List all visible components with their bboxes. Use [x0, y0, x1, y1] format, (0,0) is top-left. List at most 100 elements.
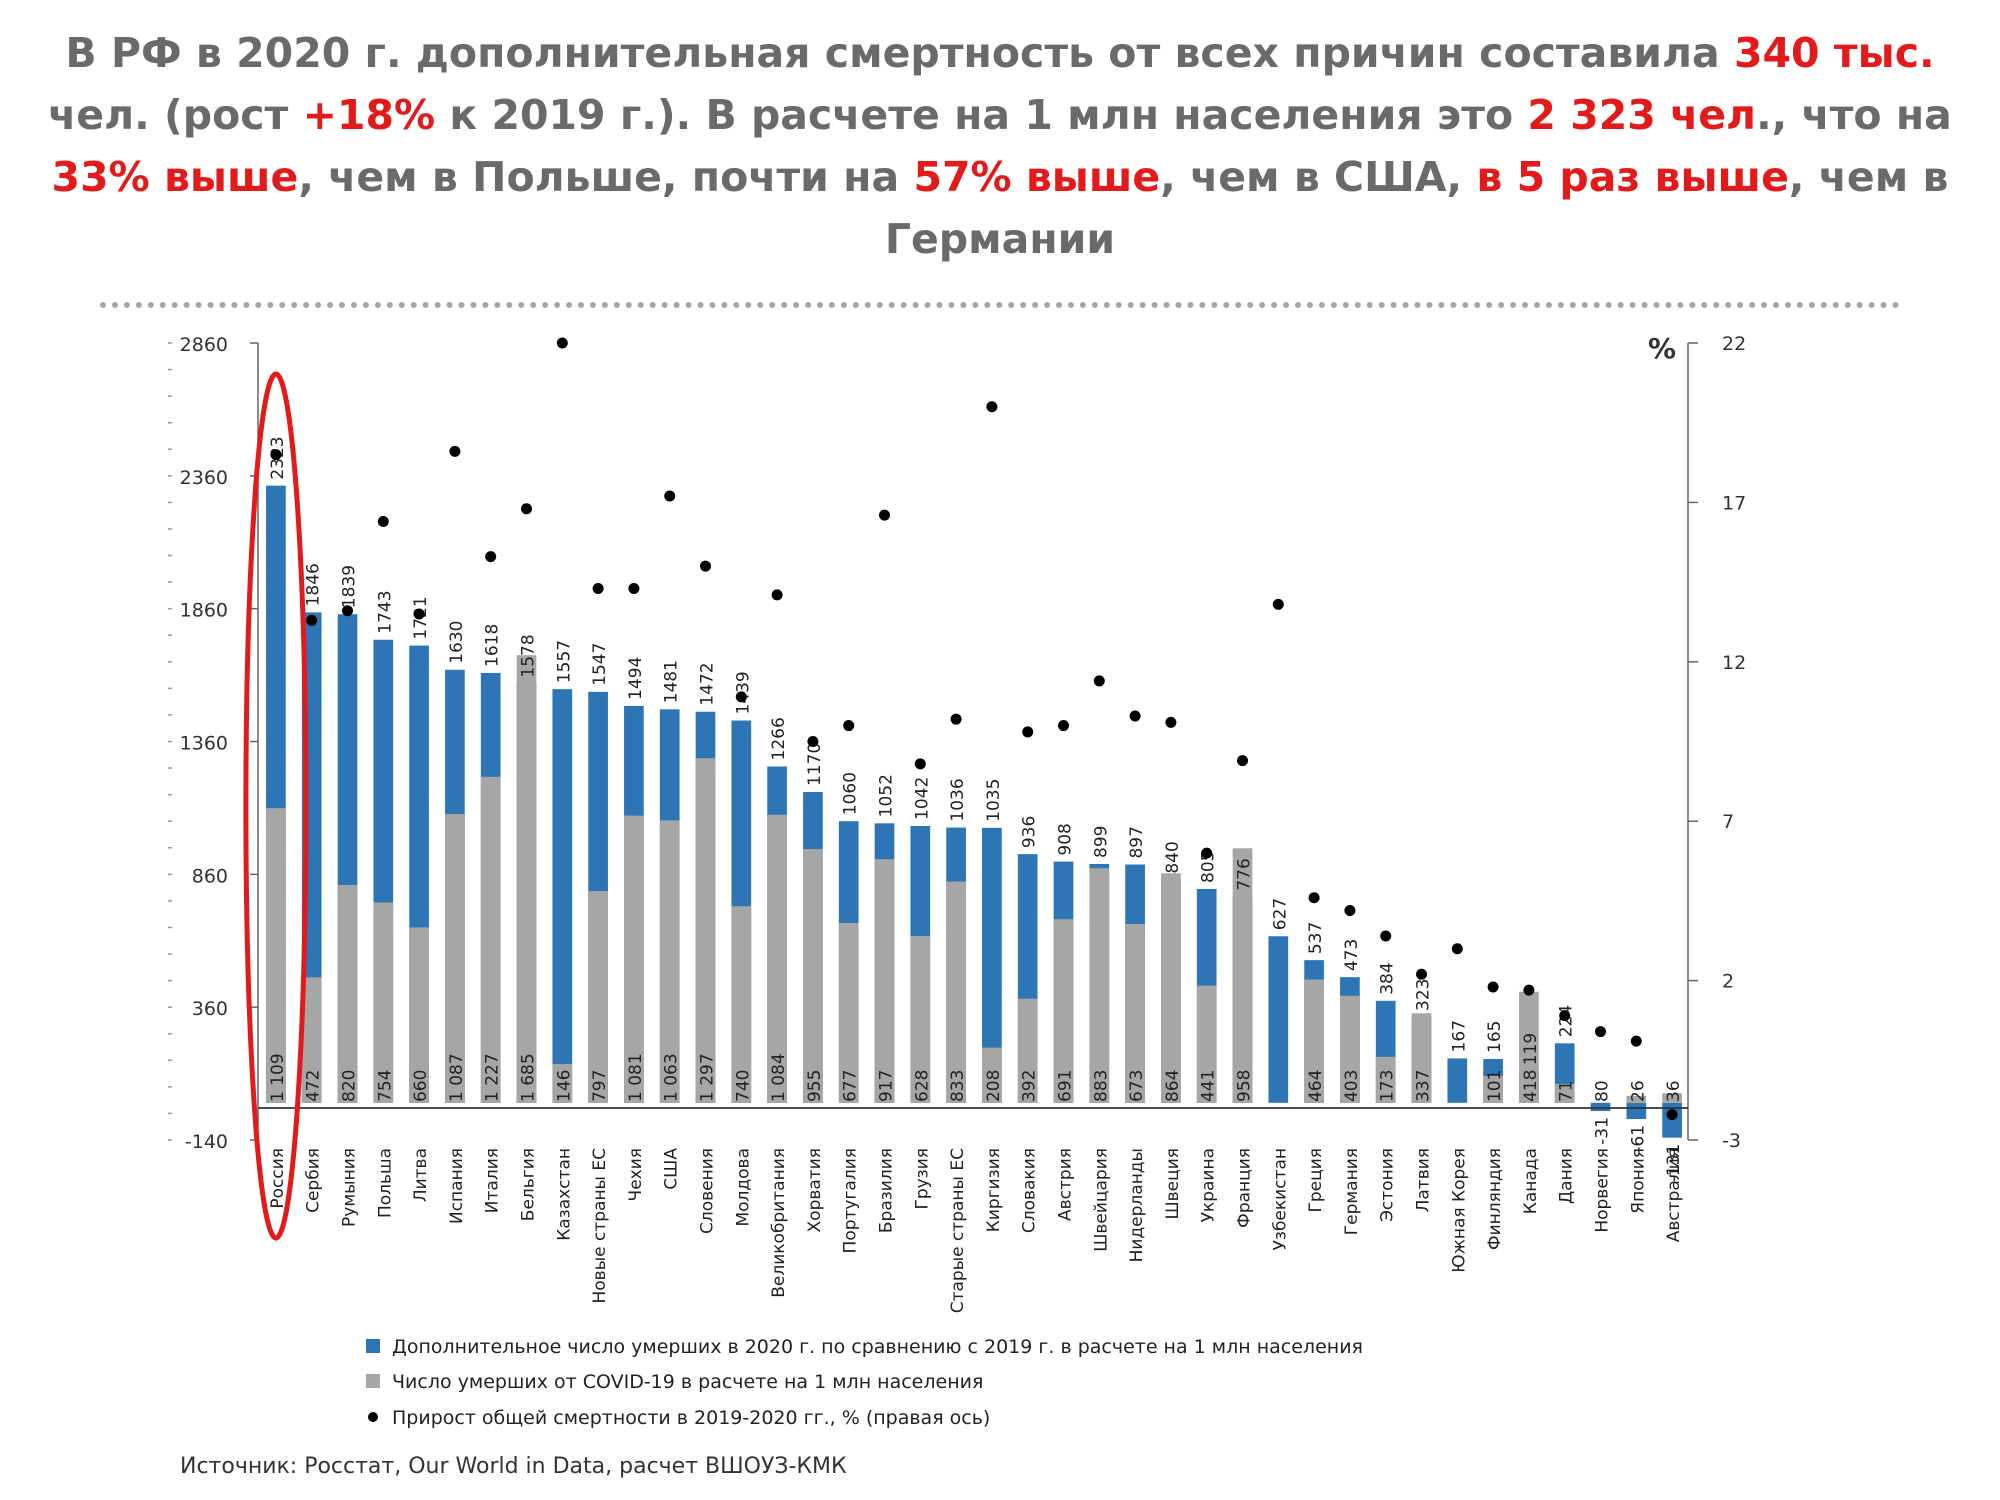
- category-label: Украина: [1199, 1148, 1219, 1222]
- growth-dot: [843, 720, 855, 732]
- covid-value-label: 1 685: [519, 1053, 539, 1102]
- right-axis-tick-label: 12: [1722, 652, 1746, 674]
- covid-value-label: 660: [411, 1070, 431, 1102]
- growth-dot: [306, 614, 318, 626]
- category-label: Греция: [1306, 1148, 1326, 1212]
- growth-dot: [879, 509, 890, 521]
- covid-value-label: 740: [733, 1070, 753, 1102]
- covid-bar: [1161, 873, 1181, 1103]
- right-axis-unit-label: %: [1648, 332, 1676, 365]
- left-axis-tick-label: 2860: [180, 334, 228, 356]
- excess-value-label: 1846: [304, 563, 324, 606]
- excess-value-label: 1618: [483, 624, 503, 667]
- category-label: Новые страны ЕС: [590, 1148, 610, 1304]
- growth-dot: [1595, 1026, 1606, 1038]
- headline-highlight: 57% выше: [913, 153, 1161, 201]
- growth-dot: [914, 758, 926, 770]
- category-label: Австралия: [1664, 1148, 1684, 1242]
- legend-swatch-excess: [366, 1339, 380, 1353]
- right-axis-tick-label: 7: [1722, 811, 1734, 833]
- growth-dot: [342, 605, 353, 617]
- excess-value-label: 1494: [626, 657, 646, 700]
- headline-highlight: 2 323 чел: [1527, 91, 1757, 139]
- left-axis-tick-label: 1860: [180, 600, 228, 622]
- right-axis-tick-label: -3: [1722, 1130, 1741, 1152]
- covid-value-label: 917: [877, 1070, 897, 1102]
- covid-bar: [803, 849, 823, 1103]
- covid-bar: [1662, 1093, 1682, 1103]
- growth-dot: [1344, 904, 1356, 916]
- excess-value-label: 167: [1449, 1020, 1469, 1052]
- covid-value-label: 80: [1593, 1080, 1613, 1102]
- excess-bar: [1662, 1102, 1682, 1138]
- growth-dot: [628, 582, 640, 594]
- covid-bar: [301, 977, 322, 1103]
- headline-highlight: 340 тыс.: [1734, 29, 1935, 77]
- category-label: Швейцария: [1091, 1148, 1111, 1252]
- excess-value-label: 1052: [877, 774, 897, 817]
- category-label: Грузия: [912, 1148, 932, 1210]
- covid-bar: [1626, 1095, 1647, 1103]
- category-label: Канада: [1521, 1148, 1541, 1214]
- excess-value-label: -61: [1628, 1125, 1648, 1153]
- category-label: Чехия: [626, 1148, 646, 1201]
- excess-value-label: -31: [1593, 1117, 1613, 1145]
- category-label: Киргизия: [984, 1148, 1004, 1232]
- category-label: Италия: [483, 1148, 503, 1213]
- category-label: Бразилия: [877, 1148, 897, 1233]
- covid-value-label: 472: [304, 1070, 324, 1102]
- left-axis-tick-label: -140: [185, 1131, 228, 1153]
- growth-dot: [1523, 984, 1535, 996]
- covid-bar: [946, 881, 966, 1103]
- growth-dot: [1666, 1108, 1678, 1120]
- growth-dot: [735, 691, 747, 703]
- category-label: Нидерланды: [1127, 1148, 1147, 1262]
- excess-value-label: 805: [1199, 850, 1219, 882]
- growth-dot: [1451, 943, 1463, 955]
- growth-dot: [377, 516, 389, 528]
- russia-highlight-ellipse: [243, 371, 309, 1241]
- growth-dot: [1237, 755, 1248, 767]
- excess-value-label: 1839: [340, 565, 360, 608]
- headline-text: , чем в США,: [1160, 153, 1477, 201]
- legend-swatch-covid: [366, 1374, 380, 1388]
- growth-dot: [1058, 720, 1069, 732]
- right-axis-tick-label: 17: [1722, 492, 1746, 514]
- covid-value-label: 883: [1091, 1070, 1111, 1102]
- category-label: Литва: [411, 1148, 431, 1202]
- excess-value-label: 165: [1485, 1021, 1505, 1053]
- excess-bar: [1590, 1102, 1611, 1112]
- growth-dot: [485, 551, 497, 563]
- category-label: Дания: [1557, 1148, 1577, 1204]
- covid-value-label: 26: [1628, 1080, 1648, 1102]
- covid-bar: [337, 884, 358, 1103]
- excess-value-label: 936: [1020, 816, 1040, 848]
- growth-dot: [1630, 1035, 1642, 1047]
- excess-value-label: 1557: [554, 640, 574, 683]
- category-label: Старые страны ЕС: [948, 1148, 968, 1313]
- covid-bar: [516, 655, 537, 1103]
- headline: В РФ в 2020 г. дополнительная смертность…: [30, 22, 1970, 270]
- category-label: Россия: [268, 1148, 288, 1209]
- covid-value-label: 955: [805, 1070, 825, 1102]
- covid-value-label: 337: [1414, 1070, 1434, 1102]
- growth-dot: [1272, 598, 1284, 610]
- covid-value-label: 820: [340, 1070, 360, 1102]
- covid-value-label: 403: [1342, 1070, 1362, 1102]
- covid-bar: [624, 815, 644, 1103]
- covid-value-label: 418: [1521, 1070, 1541, 1102]
- covid-bar: [409, 927, 429, 1103]
- excess-value-label: 627: [1270, 898, 1290, 930]
- growth-dot: [592, 582, 604, 594]
- excess-value-label: 1630: [447, 621, 467, 664]
- excess-value-label: 473: [1342, 939, 1362, 971]
- covid-value-label: 691: [1056, 1070, 1076, 1102]
- category-label: Словения: [698, 1148, 718, 1234]
- category-label: Швеция: [1163, 1148, 1183, 1220]
- right-axis-tick-label: 22: [1722, 333, 1746, 355]
- legend-label-excess: Дополнительное число умерших в 2020 г. п…: [392, 1336, 1363, 1358]
- left-axis-tick-label: 2360: [180, 467, 228, 489]
- covid-bar: [731, 906, 752, 1103]
- covid-bar: [1017, 998, 1038, 1103]
- legend-swatch-growth: [368, 1412, 378, 1422]
